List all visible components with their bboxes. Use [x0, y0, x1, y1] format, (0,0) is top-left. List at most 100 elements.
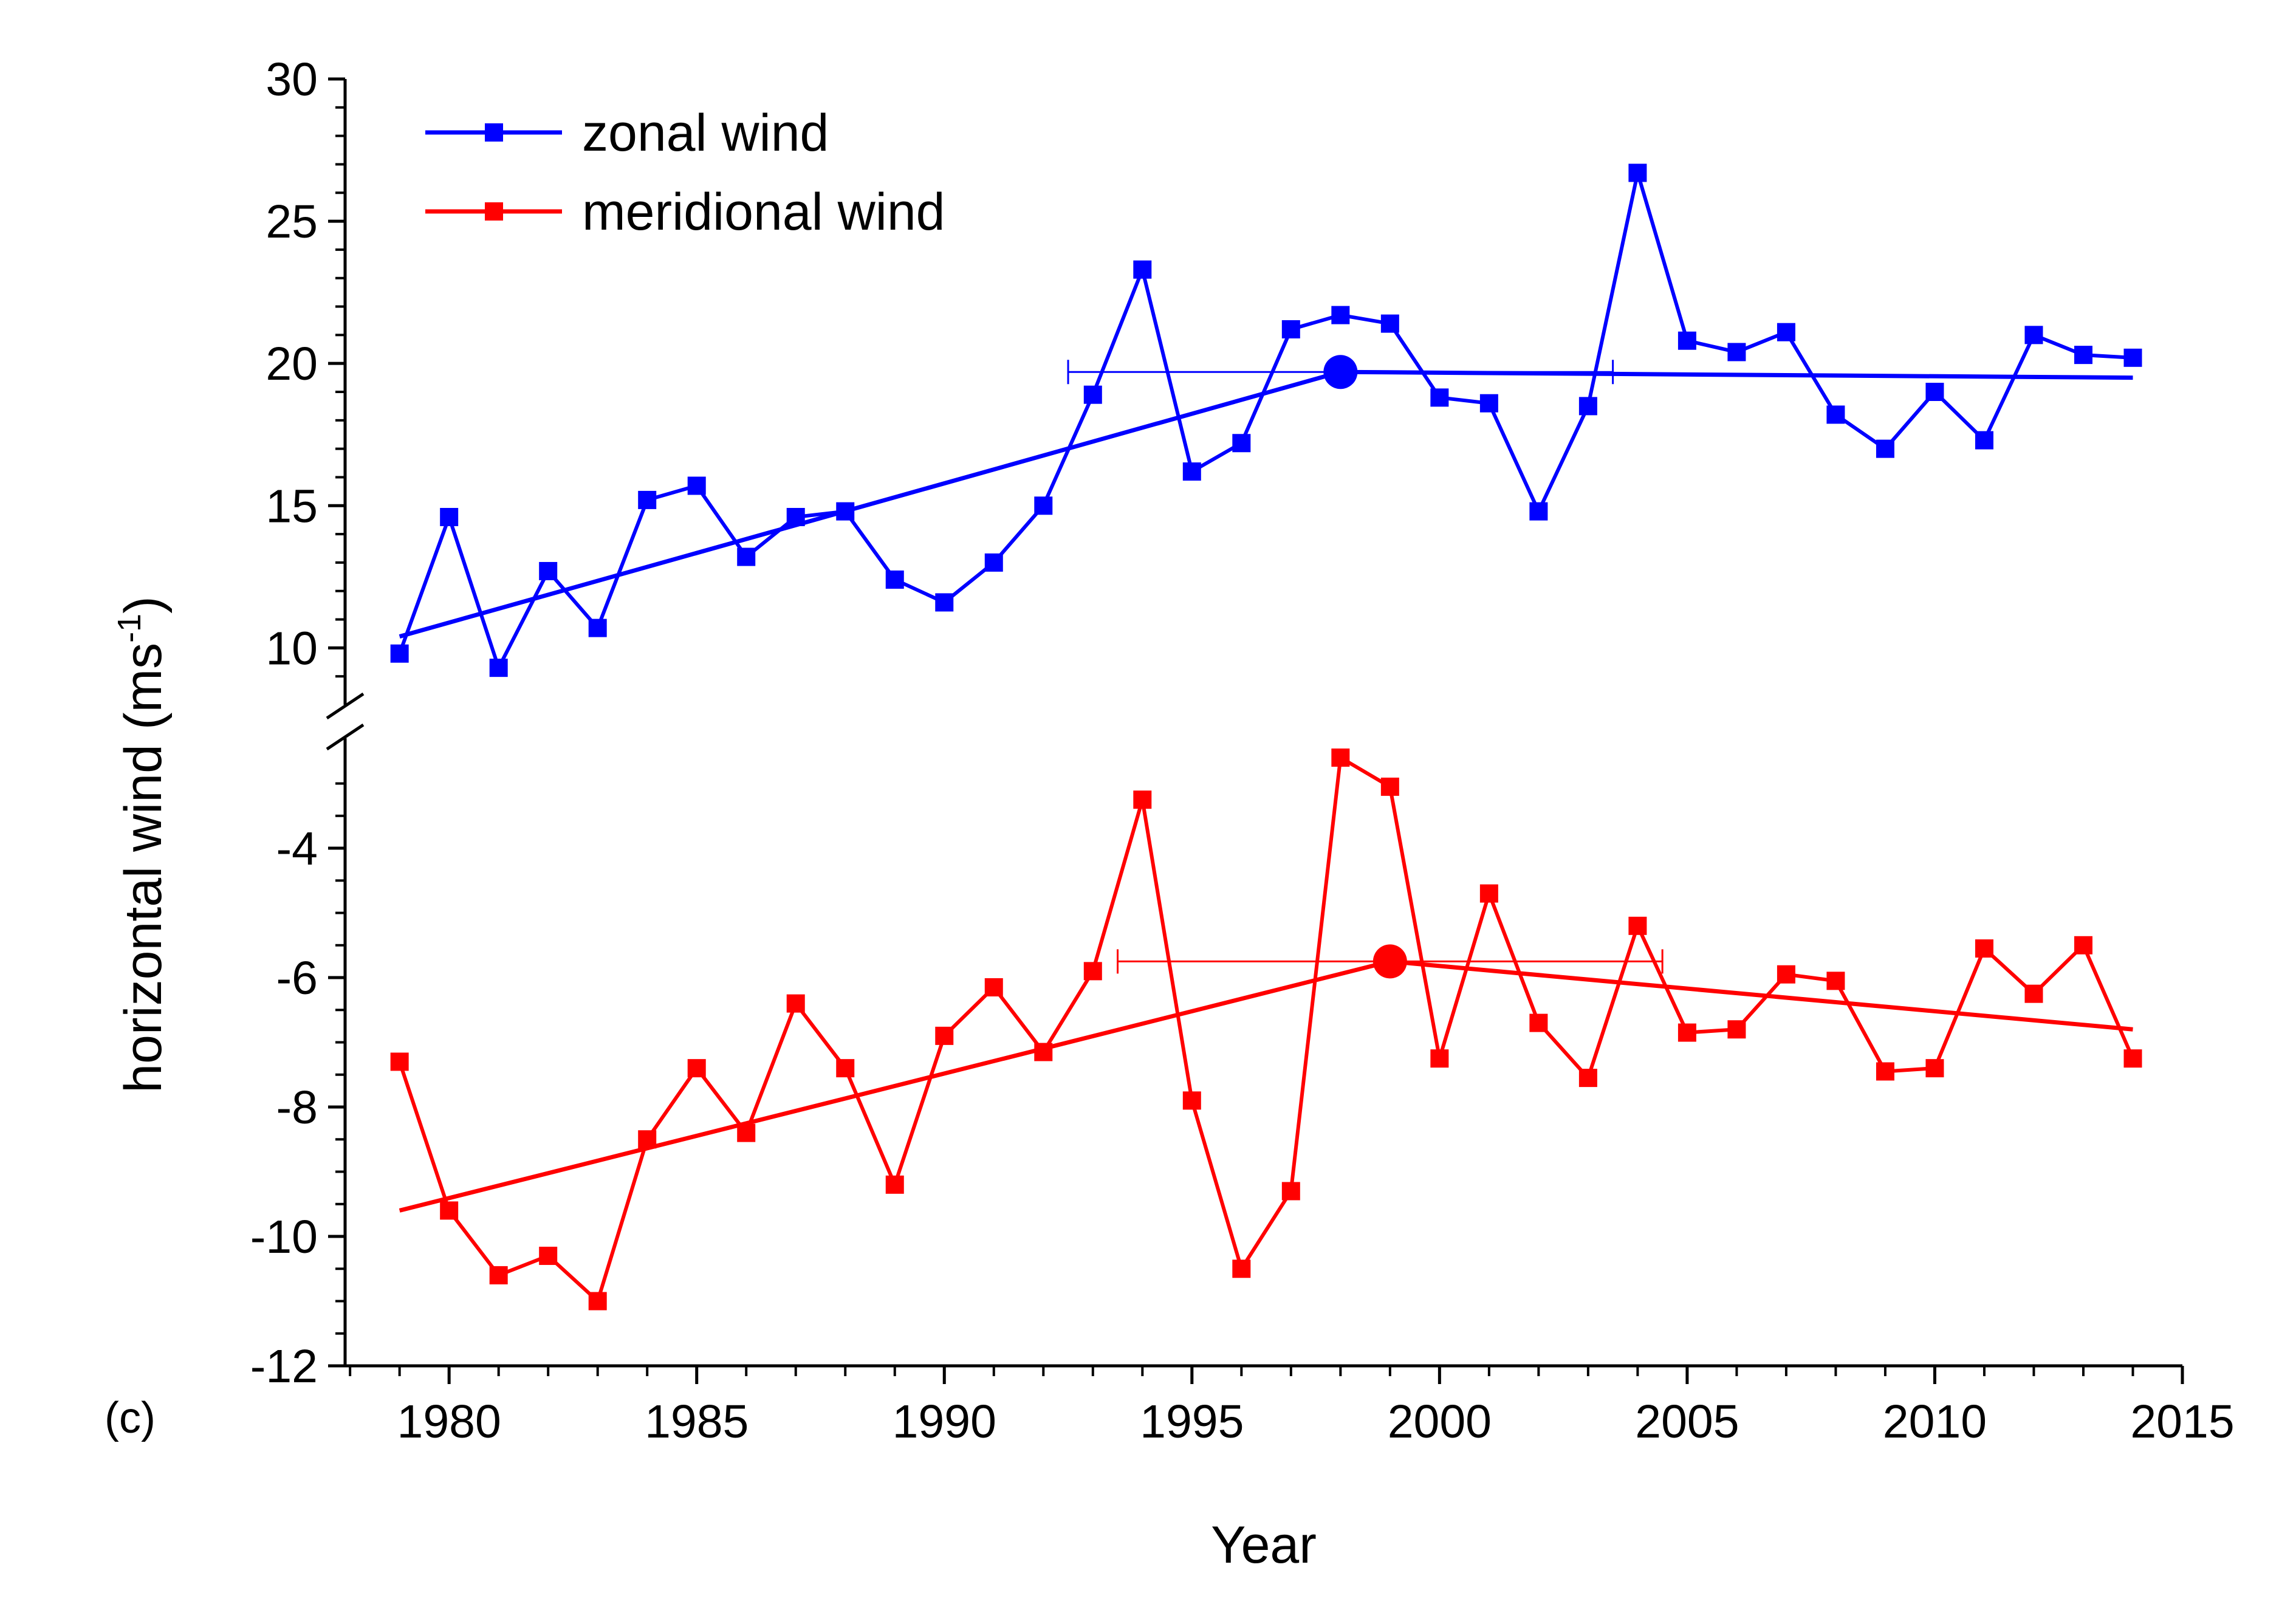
meridional-wind-point — [1628, 916, 1647, 935]
zonal-wind-point — [1826, 405, 1845, 424]
meridional-wind-point — [1826, 972, 1845, 990]
y-tick-label: 30 — [266, 53, 318, 106]
zonal-wind-point — [1876, 439, 1894, 458]
y-tick-label: 15 — [266, 480, 318, 532]
zonal-wind-point — [1034, 496, 1053, 515]
zonal-wind-point — [1628, 163, 1647, 182]
meridional-wind-point — [2024, 984, 2043, 1003]
zonal-wind-change-point — [1323, 355, 1358, 389]
zonal-wind-point — [786, 508, 805, 526]
y-axis-title-superscript: -1 — [111, 614, 148, 643]
zonal-wind-point — [539, 561, 558, 580]
x-tick-label: 2005 — [1635, 1396, 1739, 1448]
axis-break-mark — [326, 723, 365, 751]
y-tick-label: 10 — [266, 622, 318, 674]
y-axis-title: horizontal wind (ms-1) — [111, 596, 173, 1092]
meridional-wind-point — [2123, 1049, 2142, 1068]
zonal-wind-point — [1331, 306, 1350, 324]
meridional-wind-point — [1083, 962, 1102, 981]
x-tick-label: 2000 — [1388, 1396, 1492, 1448]
zonal-wind-series — [390, 163, 2142, 677]
meridional-wind-point — [1034, 1043, 1053, 1061]
meridional-wind-point — [390, 1052, 409, 1071]
meridional-wind-point — [1677, 1023, 1696, 1042]
x-tick-label: 1995 — [1140, 1396, 1244, 1448]
zonal-wind-point — [1727, 343, 1746, 362]
meridional-wind-point — [1727, 1020, 1746, 1039]
plot-area — [390, 163, 2142, 1311]
meridional-wind-point — [1876, 1062, 1894, 1081]
meridional-wind-line — [397, 755, 2135, 1304]
meridional-wind-point — [440, 1201, 459, 1220]
y-axis-title-text: horizontal wind (ms — [114, 643, 173, 1093]
zonal-wind-point — [390, 644, 409, 663]
x-tick-label: 2015 — [2130, 1396, 2234, 1448]
meridional-wind-point — [687, 1059, 706, 1078]
meridional-wind-point — [935, 1026, 954, 1045]
meridional-wind-point — [489, 1266, 508, 1284]
zonal-wind-point — [588, 619, 607, 637]
x-axis-title: Year — [1211, 1516, 1317, 1574]
zonal-wind-point — [1777, 323, 1795, 341]
axes-frame: 10 15 20 25 30 -12 -10 -8 -6 -4 1980 1985 1990 1995 20… — [250, 53, 2235, 1448]
meridional-wind-point — [1331, 748, 1350, 767]
panel-label: (c) — [105, 1394, 156, 1442]
x-tick-label: 1985 — [645, 1396, 749, 1448]
zonal-wind-point — [1182, 462, 1201, 481]
zonal-wind-point — [1281, 320, 1300, 338]
zonal-wind-legend-marker — [485, 123, 503, 142]
meridional-wind-point — [2074, 936, 2092, 955]
meridional-wind-legend-marker — [485, 202, 503, 221]
meridional-wind-point — [1133, 790, 1152, 809]
y-tick-label: -6 — [276, 952, 318, 1004]
zonal-wind-point — [1083, 385, 1102, 404]
zonal-wind-point — [1232, 434, 1251, 453]
meridional-wind-point — [1975, 939, 1993, 958]
zonal-wind-point — [984, 553, 1003, 572]
zonal-wind-point — [687, 476, 706, 495]
zonal-wind-line — [397, 172, 2133, 673]
y-tick-label: -4 — [276, 823, 318, 875]
meridional-wind-point — [1281, 1182, 1300, 1201]
zonal-wind-point — [1925, 383, 1944, 401]
zonal-wind-point — [1479, 394, 1498, 413]
meridional-wind-point — [786, 994, 805, 1013]
zonal-wind-point — [885, 571, 904, 589]
zonal-wind-point — [638, 490, 657, 509]
zonal-wind-point — [935, 593, 954, 612]
meridional-wind-point — [1479, 884, 1498, 903]
zonal-wind-point — [1380, 314, 1399, 333]
meridional-wind-point — [1232, 1260, 1251, 1278]
zonal-wind-point — [1529, 502, 1548, 521]
meridional-wind-point — [885, 1175, 904, 1194]
x-tick-label: 2010 — [1883, 1396, 1987, 1448]
y-tick-label: -8 — [276, 1081, 318, 1134]
zonal-wind-trend-line — [399, 369, 2133, 639]
meridional-wind-point — [737, 1123, 756, 1142]
meridional-wind-series — [390, 748, 2142, 1311]
meridional-wind-point — [638, 1130, 657, 1149]
zonal-wind-point — [836, 502, 855, 521]
y-tick-label: 25 — [266, 196, 318, 248]
x-tick-label: 1980 — [397, 1396, 501, 1448]
y-axis-title-close: ) — [114, 596, 173, 614]
meridional-wind-point — [1182, 1091, 1201, 1110]
x-tick-label: 1990 — [893, 1396, 996, 1448]
meridional-wind-point — [1529, 1013, 1548, 1032]
y-tick-label: 20 — [266, 338, 318, 390]
legend: zonal wind meridional wind — [425, 104, 945, 241]
zonal-wind-point — [2024, 326, 2043, 344]
zonal-wind-point — [440, 508, 459, 526]
y-tick-label: -10 — [250, 1211, 318, 1263]
meridional-wind-point — [1925, 1059, 1944, 1078]
zonal-wind-point — [1133, 260, 1152, 279]
meridional-wind-trend-line — [399, 959, 2133, 1213]
zonal-wind-point — [1430, 388, 1449, 407]
meridional-wind-point — [1578, 1069, 1597, 1088]
meridional-wind-point — [588, 1292, 607, 1311]
zonal-wind-point — [1578, 397, 1597, 416]
zonal-wind-legend-label: zonal wind — [582, 104, 829, 162]
meridional-wind-point — [836, 1059, 855, 1078]
zonal-wind-point — [2074, 346, 2092, 365]
